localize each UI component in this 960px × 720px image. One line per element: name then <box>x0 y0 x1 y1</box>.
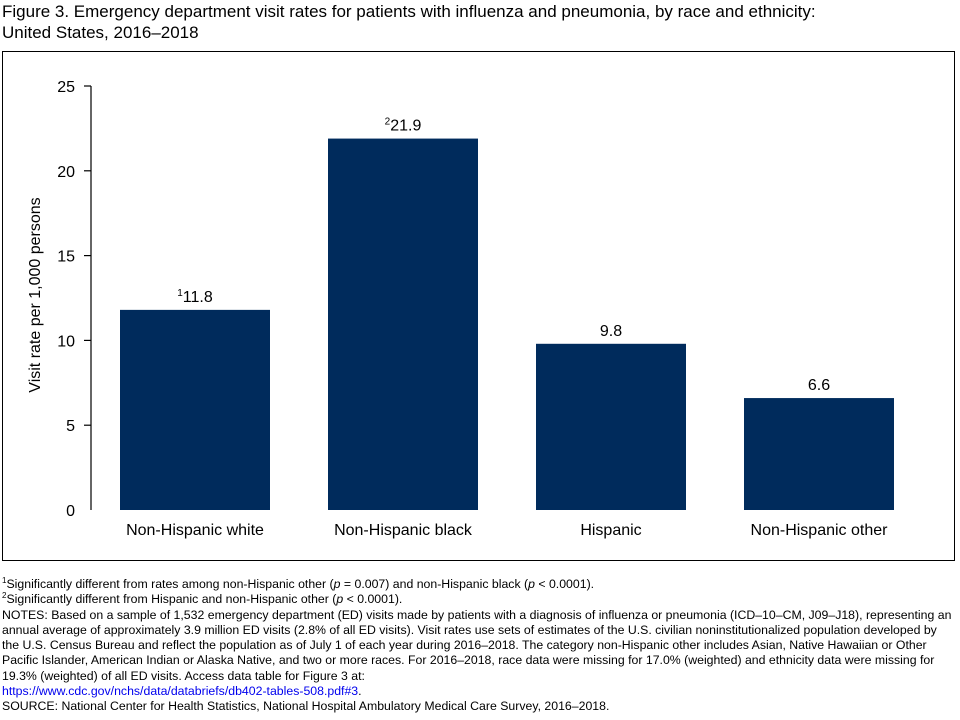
notes-text: NOTES: Based on a sample of 1,532 emerge… <box>2 607 952 683</box>
data-label: 6.6 <box>808 377 830 394</box>
y-tick-label: 15 <box>57 249 75 266</box>
data-label-value: 11.8 <box>183 289 213 306</box>
y-tick-label: 0 <box>66 503 75 520</box>
y-tick-label: 20 <box>57 164 75 181</box>
footnote-2-text-b: < 0.0001). <box>343 592 403 607</box>
data-label-superscript: 2 <box>385 117 391 128</box>
bar <box>328 138 478 511</box>
footnote-1-p-symbol-1: p <box>333 577 341 591</box>
link-suffix: . <box>358 684 362 699</box>
data-label: 221.9 <box>385 117 422 135</box>
footnote-2-text-a: Significantly different from Hispanic an… <box>6 592 337 607</box>
data-label-value: 21.9 <box>390 118 421 135</box>
data-label: 111.8 <box>177 288 213 306</box>
bar <box>536 343 686 510</box>
y-tick-label: 25 <box>57 79 75 96</box>
footnote-1-marker: 1 <box>2 575 7 585</box>
figure-title: Figure 3. Emergency department visit rat… <box>2 1 952 43</box>
x-category-label: Hispanic <box>580 522 641 539</box>
bar <box>744 398 894 510</box>
y-tick-label: 5 <box>66 418 75 435</box>
footnotes: 1Significantly different from rates amon… <box>2 575 957 715</box>
figure-title-line-2: United States, 2016–2018 <box>2 23 199 42</box>
figure-title-line-1: Figure 3. Emergency department visit rat… <box>2 2 816 21</box>
x-category-label: Non-Hispanic white <box>126 522 264 539</box>
x-category-label: Non-Hispanic black <box>334 522 473 539</box>
x-category-label: Non-Hispanic other <box>751 522 889 539</box>
footnote-1-text-b: = 0.007) and non-Hispanic black ( <box>340 577 529 591</box>
footnote-1-p-symbol-2: p <box>528 577 535 591</box>
source-line: SOURCE: National Center for Health Stati… <box>2 699 610 714</box>
footnote-2: 2Significantly different from Hispanic a… <box>2 592 957 607</box>
footnote-1: 1Significantly different from rates amon… <box>2 575 957 592</box>
data-label-superscript: 1 <box>177 288 183 299</box>
notes-paragraph: NOTES: Based on a sample of 1,532 emerge… <box>2 608 957 700</box>
data-table-link[interactable]: https://www.cdc.gov/nchs/data/databriefs… <box>2 684 359 699</box>
footnote-2-p-symbol: p <box>336 592 344 607</box>
footnote-2-marker: 2 <box>2 591 7 601</box>
y-tick-label: 10 <box>57 333 75 350</box>
data-label: 9.8 <box>600 323 622 340</box>
footnote-1-text-c: < 0.0001). <box>534 577 595 591</box>
chart-frame <box>2 51 955 561</box>
footnote-1-text-a: Significantly different from rates among… <box>6 577 334 591</box>
y-axis-title: Visit rate per 1,000 persons <box>27 197 44 392</box>
bar <box>120 309 270 510</box>
